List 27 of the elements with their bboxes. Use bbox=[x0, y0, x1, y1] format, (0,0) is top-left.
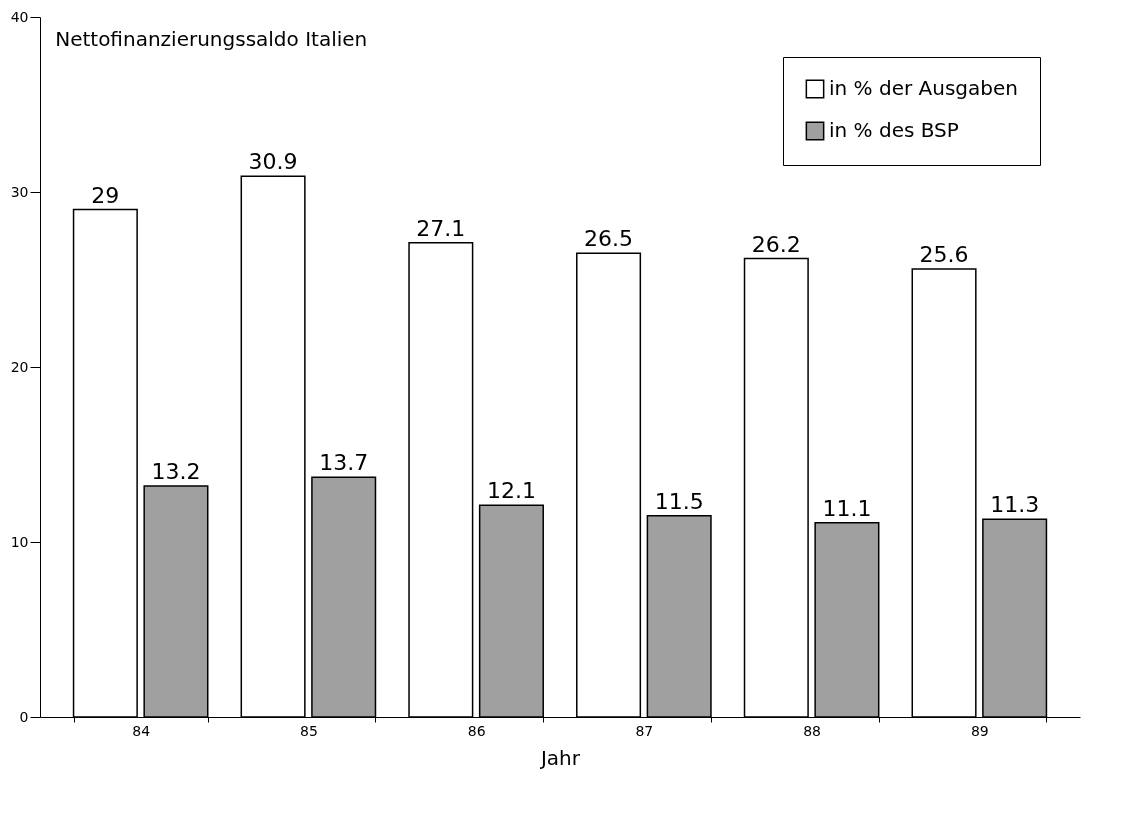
data-label: 29 bbox=[91, 182, 120, 208]
x-tick-label: 84 bbox=[132, 722, 151, 739]
data-label: 11.1 bbox=[822, 495, 872, 521]
y-tick-label: 40 bbox=[10, 8, 29, 25]
x-tick-label: 87 bbox=[635, 722, 654, 739]
y-tick-label: 0 bbox=[19, 708, 29, 725]
data-label: 30.9 bbox=[248, 149, 298, 175]
x-tick-label: 86 bbox=[467, 722, 486, 739]
x-tick-label: 89 bbox=[970, 722, 989, 739]
x-axis-title: Jahr bbox=[538, 745, 581, 770]
x-tick-label: 88 bbox=[803, 722, 822, 739]
data-label: 11.5 bbox=[654, 488, 704, 514]
data-label: 26.5 bbox=[584, 226, 634, 252]
data-label: 25.6 bbox=[919, 242, 969, 267]
data-label: 13.7 bbox=[319, 450, 369, 476]
y-tick-label: 10 bbox=[10, 533, 29, 550]
y-tick-label: 20 bbox=[10, 358, 29, 375]
y-tick-label: 30 bbox=[10, 183, 29, 200]
data-label: 27.1 bbox=[416, 215, 466, 241]
legend-label: in % des BSP bbox=[829, 118, 959, 142]
data-label: 13.2 bbox=[151, 459, 201, 484]
legend-label: in % der Ausgaben bbox=[829, 76, 1018, 100]
x-tick-label: 85 bbox=[299, 722, 318, 739]
data-label: 26.2 bbox=[751, 231, 801, 257]
text: Nettofinanzierungssaldo Italien bbox=[55, 27, 368, 51]
data-label: 12.1 bbox=[486, 478, 536, 504]
data-label: 11.3 bbox=[990, 492, 1040, 518]
